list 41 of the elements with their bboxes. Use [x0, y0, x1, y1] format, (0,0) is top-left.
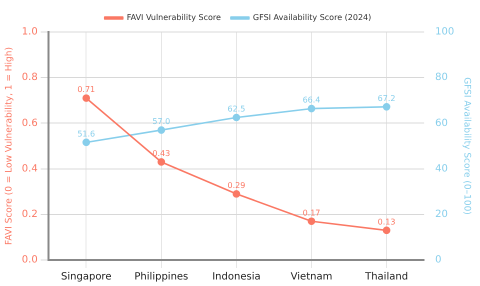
legend-label: GFSI Availability Score (2024): [252, 13, 372, 22]
y-tick-label: 0.4: [22, 163, 38, 174]
x-tick-label: Philippines: [134, 272, 188, 283]
data-label: 51.6: [77, 129, 96, 138]
point: [158, 126, 166, 134]
y2-tick-label: 80: [435, 72, 448, 84]
data-label: 0.17: [302, 208, 320, 218]
x-tick-label: Thailand: [364, 272, 408, 283]
y-tick-label: 0.2: [22, 208, 38, 220]
point: [158, 158, 166, 166]
point: [232, 114, 240, 122]
point: [82, 138, 90, 146]
y-tick-label: 0.8: [22, 72, 38, 84]
data-label: 0.71: [77, 85, 96, 94]
data-label: 66.4: [302, 96, 320, 105]
y2-tick-label: 40: [435, 163, 448, 174]
y-tick-label: 1.0: [22, 26, 38, 38]
y-axis-title: FAVI Score (0 = Low Vulnerability, 1 = High): [4, 47, 15, 245]
point: [82, 94, 90, 102]
y-tick-label: 0.0: [22, 254, 38, 266]
data-label: 0.13: [378, 217, 396, 226]
data-label: 0.43: [152, 149, 170, 158]
legend-label: FAVI Vulnerability Score: [126, 13, 221, 22]
point: [382, 226, 390, 234]
y2-axis-title: GFSI Availability Score (0–100): [461, 77, 472, 215]
data-label: 0.29: [228, 180, 246, 190]
point: [308, 104, 316, 112]
point: [308, 217, 316, 226]
data-label: 57.0: [152, 117, 170, 126]
data-label: 62.5: [228, 104, 246, 114]
point: [232, 190, 240, 198]
x-tick-label: Indonesia: [212, 272, 261, 283]
y2-tick-label: 0: [435, 254, 442, 266]
y2-tick-label: 60: [435, 118, 448, 129]
x-tick-label: Singapore: [61, 272, 112, 283]
x-tick-label: Vietnam: [290, 272, 332, 283]
data-label: 67.2: [378, 94, 396, 103]
y-tick-label: 0.6: [22, 118, 38, 129]
point: [382, 102, 390, 111]
y2-tick-label: 20: [435, 208, 448, 220]
y2-tick-label: 100: [435, 26, 454, 38]
